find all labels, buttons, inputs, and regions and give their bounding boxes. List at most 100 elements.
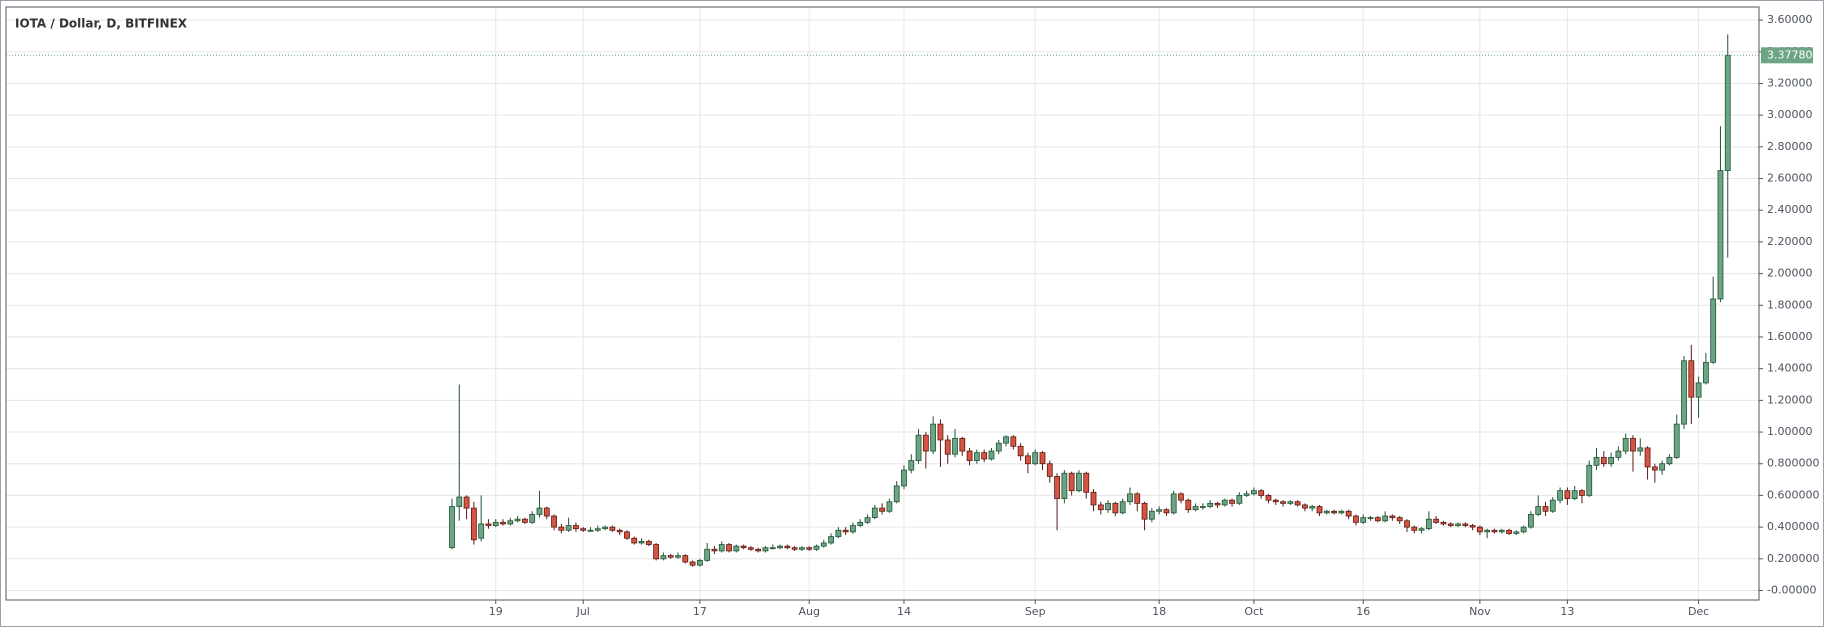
candle-body — [1323, 510, 1330, 514]
candle-body — [930, 423, 937, 452]
candle-body — [551, 515, 557, 528]
candle-body — [1425, 518, 1432, 530]
candle-body — [616, 529, 623, 533]
candle-body — [1702, 361, 1709, 384]
candle-body — [514, 518, 521, 522]
candle-body — [1593, 456, 1600, 466]
y-tick-label: 2.40000 — [1767, 203, 1813, 216]
candle-body — [1170, 493, 1177, 514]
candle-body — [1338, 510, 1345, 514]
candle-body — [1032, 452, 1039, 465]
candle-body — [1586, 464, 1593, 496]
candle-body — [1688, 360, 1695, 398]
candle-body — [1367, 517, 1374, 520]
y-tick-label: 0.200000 — [1767, 552, 1820, 565]
candle-body — [1389, 515, 1396, 519]
candle-body — [952, 437, 958, 455]
x-tick-label: 19 — [489, 605, 503, 618]
candle-body — [536, 507, 543, 515]
x-tick-label: Jul — [576, 605, 590, 618]
candle-body — [1025, 455, 1031, 465]
x-tick-label: Sep — [1025, 605, 1046, 618]
candle-body — [1353, 515, 1359, 523]
candle-body — [1039, 452, 1046, 465]
candle-body — [1506, 529, 1512, 534]
candle-body — [1579, 490, 1585, 496]
candle-body — [857, 521, 864, 526]
candle-body — [1345, 510, 1352, 517]
candle-body — [587, 529, 594, 532]
candle-body — [543, 507, 550, 517]
candle-body — [1017, 445, 1024, 457]
candle-body — [1491, 529, 1498, 533]
candle-body — [1148, 510, 1155, 520]
candle-body — [828, 536, 834, 544]
y-tick-label: 1.40000 — [1767, 362, 1813, 375]
candle-body — [456, 496, 463, 507]
candle-body — [1163, 509, 1170, 514]
candle-body — [660, 555, 667, 560]
candle-body — [1302, 504, 1308, 509]
candle-body — [1447, 523, 1454, 526]
candle-body — [1229, 499, 1235, 504]
candle-body — [908, 460, 915, 471]
candle-body — [470, 507, 477, 541]
candle-body — [711, 548, 718, 552]
candle-body — [689, 561, 696, 566]
candle-body — [886, 501, 893, 512]
candle-body — [1433, 518, 1440, 523]
candle-body — [1564, 490, 1571, 499]
candle-body — [1331, 510, 1337, 514]
candle-body — [959, 437, 966, 452]
candle-body — [973, 452, 980, 461]
x-tick-label: 18 — [1152, 605, 1166, 618]
candle-body — [922, 434, 929, 452]
candle-body — [704, 548, 711, 561]
candle-body — [835, 529, 842, 538]
candle-body — [1528, 514, 1534, 528]
candle-body — [901, 469, 907, 487]
candle-body — [769, 547, 776, 550]
candle-body — [485, 523, 492, 526]
y-tick-label: 0.600000 — [1767, 488, 1820, 501]
candle-body — [864, 517, 871, 523]
candle-body — [1207, 502, 1214, 507]
candle-body — [1054, 476, 1060, 499]
candle-body — [602, 526, 608, 530]
candle-body — [558, 526, 565, 531]
candle-body — [1484, 529, 1491, 533]
candle-body — [1119, 501, 1126, 514]
x-tick-label: 14 — [897, 605, 911, 618]
y-tick-label: 2.20000 — [1767, 235, 1813, 248]
candle-body — [842, 529, 849, 533]
candle-body — [667, 555, 674, 558]
candle-body — [1090, 491, 1097, 506]
candle-body — [1396, 517, 1403, 522]
candle-body — [653, 544, 660, 560]
candle-body — [1615, 450, 1622, 458]
x-tick-label: Oct — [1244, 605, 1264, 618]
candle-body — [799, 547, 805, 550]
candle-body — [1622, 437, 1629, 452]
candle-body — [762, 547, 769, 552]
candle-body — [988, 450, 995, 460]
candle-body — [1404, 520, 1410, 528]
candle-body — [1236, 495, 1243, 504]
candle-body — [1498, 529, 1505, 533]
grid — [6, 9, 1759, 600]
candle-body — [1309, 506, 1316, 509]
candle-body — [1134, 493, 1141, 504]
candle-body — [580, 528, 587, 531]
candle-body — [1557, 490, 1563, 501]
candle-body — [1192, 506, 1199, 511]
candle-body — [624, 531, 630, 539]
candle-body — [1549, 499, 1556, 512]
candle-body — [1535, 506, 1542, 515]
candle-body — [944, 439, 951, 455]
candle-body — [755, 548, 762, 552]
candle-body — [1294, 501, 1301, 506]
candle-body — [850, 525, 856, 533]
candle-body — [682, 555, 689, 563]
candle-body — [747, 547, 754, 550]
